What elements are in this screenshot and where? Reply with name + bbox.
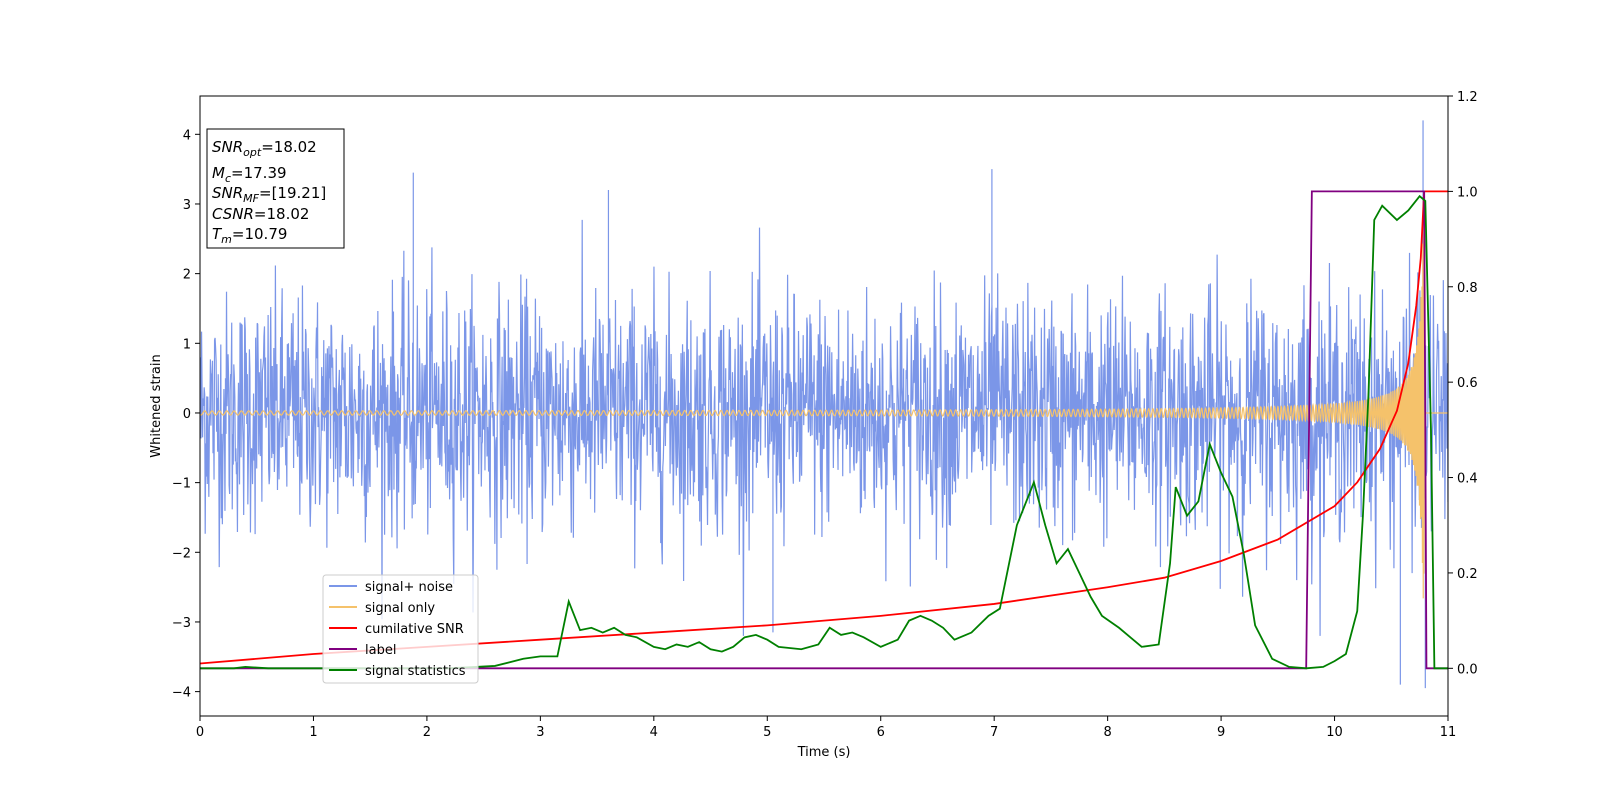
annotation-line: SNRMF=[19.21] <box>212 184 326 205</box>
legend-label: signal only <box>365 601 435 616</box>
series-signal-only <box>200 225 1448 599</box>
y-tick-label: 3 <box>183 198 191 213</box>
axis-ticks: 0 1 2 3 4 5 6 7 8 9 10 11 −4 −3 −2 −1 0 1 2 3 4 0.0 0.2 0.4 0.6 0… <box>172 90 1478 740</box>
y-tick-label: 2 <box>183 268 191 283</box>
axes-frame <box>199 95 1449 717</box>
y-tick-label: 1 <box>183 337 191 352</box>
legend-label: cumilative SNR <box>365 622 464 637</box>
y-tick-label: 4 <box>183 128 191 143</box>
plot-area <box>200 120 1448 689</box>
series-signal-statistics <box>200 194 1448 670</box>
y2-tick-label: 0.2 <box>1457 567 1478 582</box>
y-tick-label: −4 <box>172 686 191 701</box>
x-tick-label: 8 <box>1103 725 1111 740</box>
series-group <box>200 120 1448 689</box>
legend-label: signal statistics <box>365 664 466 679</box>
y2-tick-label: 1.2 <box>1457 90 1478 105</box>
annotation-line: Mc=17.39 <box>212 164 287 185</box>
x-tick-label: 10 <box>1326 725 1343 740</box>
y-tick-label: −1 <box>172 477 191 492</box>
legend-frame <box>322 574 479 684</box>
x-tick-label: 11 <box>1440 725 1457 740</box>
series-cumulative-snr <box>200 190 1448 665</box>
x-axis-label: Time (s) <box>797 745 851 760</box>
legend: signal+ noise signal only cumilative SNR la… <box>322 574 479 684</box>
y2-tick-label: 0.8 <box>1457 281 1478 296</box>
annotation-frame <box>206 128 345 249</box>
y-axis-label: Whitened strain <box>149 354 164 457</box>
y-tick-label: −2 <box>172 546 191 561</box>
annotation-line: Tm=10.79 <box>212 225 287 246</box>
y-tick-label: 0 <box>183 407 191 422</box>
series-label <box>200 190 1448 670</box>
y-tick-label: −3 <box>172 616 191 631</box>
y2-tick-label: 0.4 <box>1457 472 1478 487</box>
x-tick-label: 7 <box>990 725 998 740</box>
x-tick-label: 0 <box>196 725 204 740</box>
x-tick-label: 5 <box>763 725 771 740</box>
x-tick-label: 3 <box>536 725 544 740</box>
x-tick-label: 2 <box>423 725 431 740</box>
legend-label: label <box>365 643 396 658</box>
annotation-line: SNRopt=18.02 <box>212 138 317 159</box>
annotation-line: CSNR=18.02 <box>212 205 309 223</box>
x-tick-label: 6 <box>877 725 885 740</box>
y2-tick-label: 0.0 <box>1457 662 1478 677</box>
annotation-box: SNRopt=18.02 Mc=17.39SNRMF=[19.21]CSNR=18… <box>206 128 345 249</box>
y2-tick-label: 1.0 <box>1457 185 1478 200</box>
x-tick-label: 9 <box>1217 725 1225 740</box>
legend-label: signal+ noise <box>365 580 453 595</box>
y2-tick-label: 0.6 <box>1457 376 1478 391</box>
x-tick-label: 4 <box>650 725 658 740</box>
x-tick-label: 1 <box>309 725 317 740</box>
